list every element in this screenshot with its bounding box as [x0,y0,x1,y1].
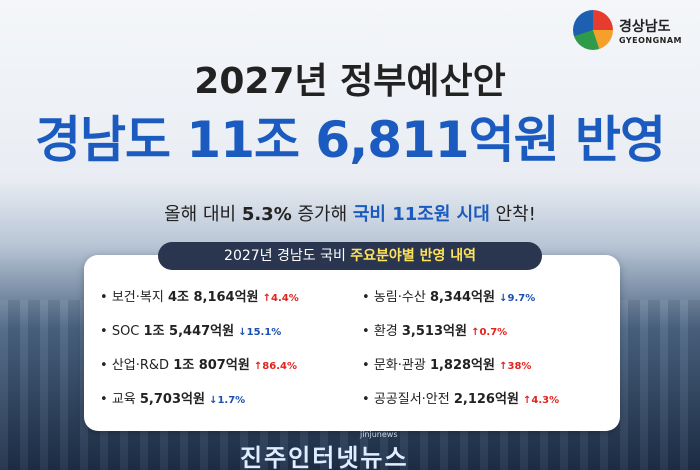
header-text: 2027년 경남도 국비 [224,248,351,264]
subline-text: 5.3% [241,204,292,225]
logo-name: 경상남도 [618,18,671,35]
logo-icon [572,10,613,50]
subline-text: 증가해 [291,204,353,225]
item-name: 농림·수산 [373,290,426,305]
item-amount: 2,126억원 [453,392,519,407]
bullet: • [362,290,374,305]
subline-text: 올해 대비 [164,204,242,225]
item-amount: 1조 5,447억원 [143,324,235,339]
item: • 농림·수산 8,344억원 ↓9.7% [362,286,559,320]
item-change: ↑38% [499,361,532,372]
bullet: • [100,324,112,339]
item-change: ↑0.7% [471,327,508,338]
bullet: • [362,358,374,373]
item-name: 공공질서·안전 [373,392,450,407]
item-name: 산업·R&D [111,358,170,373]
watermark: 진주인터넷뉴스 [240,444,409,470]
item: • 보건·복지 4조 8,164억원 ↑4.4% [100,286,299,320]
headline: 경남도 11조 6,811억원 반영 [35,111,666,169]
item-amount: 8,344억원 [429,290,495,305]
logo: 경상남도 GYEONGNAM [572,10,682,50]
item: • 문화·관광 1,828억원 ↑38% [362,354,559,388]
item-name: 문화·관광 [373,358,426,373]
title: 2027년 정부예산안 [194,61,506,102]
item-amount: 5,703억원 [139,392,205,407]
item-name: 보건·복지 [111,290,164,305]
bullet: • [362,324,374,339]
item-amount: 1,828억원 [429,358,495,373]
item-amount: 1조 807억원 [173,358,250,373]
item-change: ↑86.4% [253,361,297,372]
item-name: 교육 [111,392,136,407]
subline: 올해 대비 5.3% 증가해 국비 11조원 시대 안착! [0,200,700,226]
item-change: ↓9.7% [499,293,536,304]
bullet: • [100,290,112,305]
item-change: ↓15.1% [238,327,282,338]
item-amount: 4조 8,164억원 [167,290,259,305]
item-name: SOC [111,324,140,339]
item: • 공공질서·안전 2,126억원 ↑4.3% [362,388,559,422]
item: • SOC 1조 5,447억원 ↓15.1% [100,320,299,354]
watermark-url: jinjunews [360,430,398,439]
bullet: • [100,392,112,407]
bullet: • [362,392,374,407]
right-list: • 농림·수산 8,344억원 ↓9.7% • 환경 3,513억원 ↑0.7% •… [362,286,559,422]
left-list: • 보건·복지 4조 8,164억원 ↑4.4% • SOC 1조 5,447억원… [100,286,299,422]
item-change: ↓1.7% [209,395,246,406]
bullet: • [100,358,112,373]
item: • 산업·R&D 1조 807억원 ↑86.4% [100,354,299,388]
header-text: 주요분야별 반영 내역 [350,248,476,264]
box-header: 2027년 경남도 국비 주요분야별 반영 내역 [158,242,542,270]
subline-text: 안착! [489,204,536,225]
summary-box [84,255,620,431]
subline-text: 국비 11조원 시대 [352,204,490,225]
item: • 교육 5,703억원 ↓1.7% [100,388,299,422]
item-change: ↑4.4% [262,293,299,304]
item-name: 환경 [373,324,398,339]
item: • 환경 3,513억원 ↑0.7% [362,320,559,354]
item-amount: 3,513억원 [401,324,467,339]
logo-name-en: GYEONGNAM [618,35,682,45]
item-change: ↑4.3% [523,395,560,406]
